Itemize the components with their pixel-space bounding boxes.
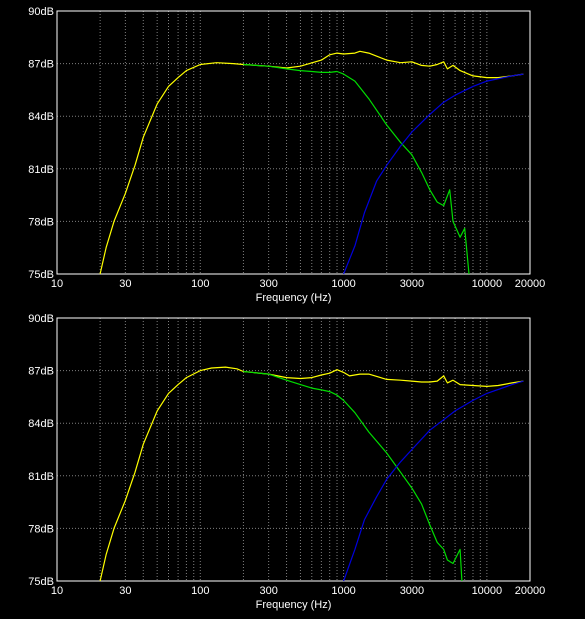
y-tick-label: 90dB [28,6,54,18]
y-tick-label: 84dB [28,418,54,430]
series-line-2 [243,370,463,582]
x-tick-label: 3000 [400,278,424,290]
x-tick-label: 10000 [472,278,503,290]
x-tick-label: 300 [259,585,277,597]
y-tick-label: 78dB [28,216,54,228]
y-tick-label: 81dB [28,164,54,176]
x-tick-label: 3000 [400,585,424,597]
x-tick-label: 10 [51,278,63,290]
x-tick-label: 100 [191,585,209,597]
plot-frame [56,10,531,275]
x-tick-label: 1000 [331,585,355,597]
series-line-3 [343,73,524,275]
y-tick-label: 84dB [28,111,54,123]
gridlines [57,318,531,581]
x-tick-label: 1000 [331,278,355,290]
y-tick-label: 78dB [28,523,54,535]
x-axis-label: Frequency (Hz) [256,599,332,611]
chart-bottom: 75dB 78dB 81dB 84dB 87dB 90dB 10 30 100 300 1000 30… [28,313,545,611]
series-line-2 [243,63,470,275]
x-tick-label: 10 [51,585,63,597]
series-line-3 [343,380,524,582]
series-line-1 [99,50,524,275]
y-tick-label: 81dB [28,471,54,483]
x-tick-label: 20000 [515,585,546,597]
y-tick-label: 90dB [28,313,54,325]
x-axis-label: Frequency (Hz) [256,292,332,304]
x-tick-label: 30 [119,278,131,290]
chart-top: 75dB 78dB 81dB 84dB 87dB 90dB 10 30 100 300 1000 30… [28,6,545,304]
y-tick-label: 87dB [28,59,54,71]
y-tick-label: 75dB [28,269,54,281]
plot-frame [56,317,531,582]
x-tick-label: 100 [191,278,209,290]
x-tick-label: 20000 [515,278,546,290]
x-tick-label: 300 [259,278,277,290]
x-tick-label: 30 [119,585,131,597]
y-tick-label: 75dB [28,576,54,588]
gridlines [57,11,531,274]
y-tick-label: 87dB [28,366,54,378]
series-line-1 [99,366,524,582]
x-tick-label: 10000 [472,585,503,597]
